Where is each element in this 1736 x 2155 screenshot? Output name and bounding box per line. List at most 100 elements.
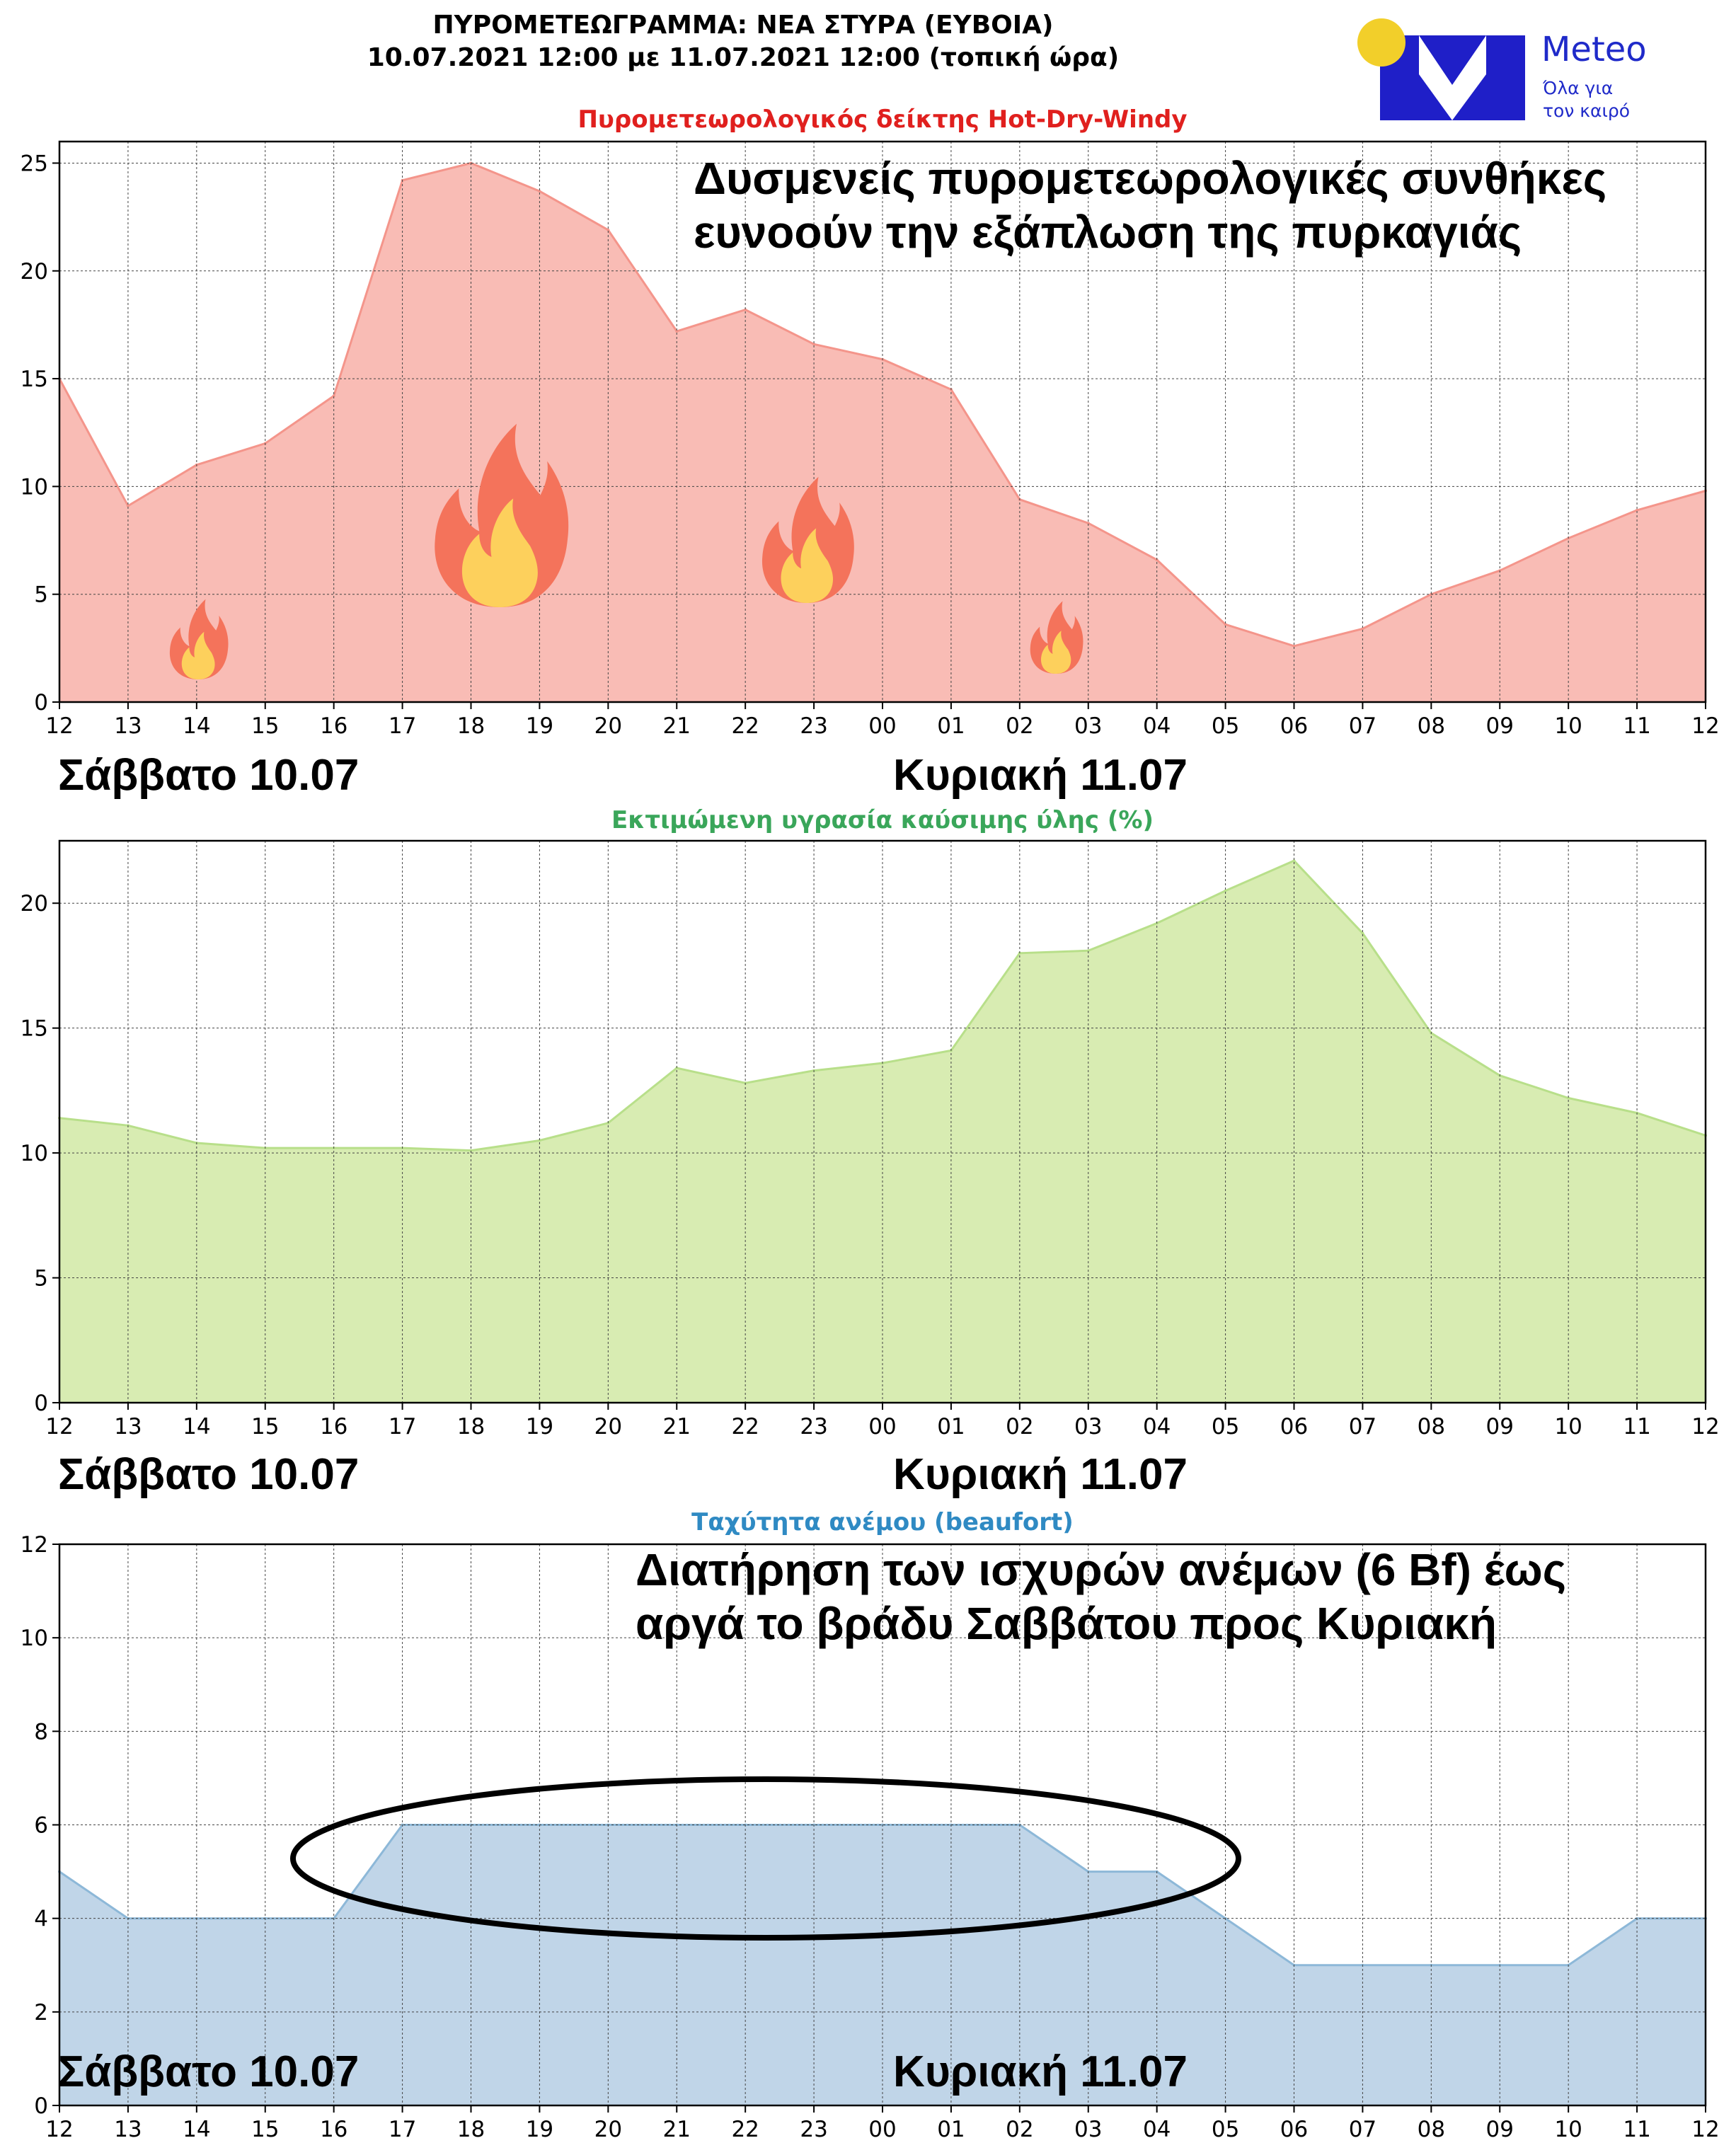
day-label-saturday: Σάββατο 10.07 bbox=[58, 2047, 359, 2096]
flame-inner bbox=[461, 498, 538, 607]
x-tick-label: 02 bbox=[1006, 713, 1033, 739]
x-tick-label: 06 bbox=[1280, 713, 1308, 739]
data-point bbox=[1292, 859, 1296, 863]
annotation-line-2: ευνοούν την εξάπλωση της πυρκαγιάς bbox=[694, 207, 1522, 258]
data-point bbox=[332, 394, 335, 398]
y-tick-label: 12 bbox=[21, 1532, 48, 1558]
data-point bbox=[675, 330, 679, 333]
x-tick-label: 20 bbox=[594, 1414, 622, 1439]
y-tick-label: 10 bbox=[21, 1626, 48, 1651]
x-tick-label: 18 bbox=[457, 713, 485, 739]
y-tick-label: 20 bbox=[21, 259, 48, 285]
fire-icon bbox=[169, 599, 229, 679]
x-tick-label: 21 bbox=[663, 1414, 691, 1439]
x-tick-label: 03 bbox=[1074, 1414, 1102, 1439]
sun-icon bbox=[1357, 18, 1406, 67]
x-tick-label: 12 bbox=[45, 1414, 73, 1439]
x-tick-label: 17 bbox=[389, 2117, 416, 2142]
x-tick-label: 07 bbox=[1349, 2117, 1376, 2142]
day-label-sunday: Κυριακή 11.07 bbox=[893, 751, 1188, 800]
y-tick-label: 0 bbox=[34, 690, 48, 716]
y-tick-label: 10 bbox=[21, 474, 48, 500]
x-tick-label: 13 bbox=[114, 2117, 142, 2142]
data-point bbox=[812, 343, 816, 346]
header-period: 10.07.2021 12:00 με 11.07.2021 12:00 (το… bbox=[367, 43, 1120, 72]
x-tick-label: 15 bbox=[251, 2117, 279, 2142]
flame-inner bbox=[781, 528, 834, 603]
x-tick-label: 11 bbox=[1623, 2117, 1650, 2142]
day-label-sunday: Κυριακή 11.07 bbox=[893, 2047, 1188, 2096]
x-tick-label: 18 bbox=[457, 1414, 485, 1439]
annotation-line-1: Δυσμενείς πυρομετεωρολογικές συνθήκες bbox=[694, 153, 1606, 204]
data-point bbox=[1361, 627, 1364, 631]
x-tick-label: 17 bbox=[389, 713, 416, 739]
y-tick-label: 4 bbox=[34, 1907, 48, 1932]
x-tick-label: 12 bbox=[1691, 2117, 1719, 2142]
x-tick-label: 03 bbox=[1074, 713, 1102, 739]
x-tick-label: 05 bbox=[1212, 1414, 1239, 1439]
x-tick-label: 10 bbox=[1554, 2117, 1582, 2142]
x-tick-label: 11 bbox=[1623, 713, 1650, 739]
x-tick-label: 06 bbox=[1280, 1414, 1308, 1439]
y-tick-label: 15 bbox=[21, 367, 48, 392]
x-tick-label: 09 bbox=[1486, 1414, 1514, 1439]
annotation-line-2: αργά το βράδυ Σαββάτου προς Κυριακή bbox=[636, 1598, 1497, 1649]
data-point bbox=[1292, 644, 1296, 648]
x-tick-label: 10 bbox=[1554, 713, 1582, 739]
x-tick-label: 22 bbox=[731, 2117, 759, 2142]
x-tick-label: 04 bbox=[1143, 2117, 1171, 2142]
data-point bbox=[1086, 949, 1090, 953]
x-tick-label: 21 bbox=[663, 2117, 691, 2142]
x-tick-label: 20 bbox=[594, 713, 622, 739]
x-tick-label: 08 bbox=[1418, 713, 1445, 739]
plot-frame bbox=[58, 140, 1707, 703]
data-point bbox=[469, 1149, 473, 1152]
x-tick-label: 00 bbox=[868, 1414, 896, 1439]
x-tick-label: 01 bbox=[937, 2117, 965, 2142]
x-tick-label: 03 bbox=[1074, 2117, 1102, 2142]
x-tick-label: 22 bbox=[731, 1414, 759, 1439]
fire-icon bbox=[761, 476, 854, 603]
x-tick-label: 00 bbox=[868, 713, 896, 739]
meteo-logo-mark bbox=[1357, 18, 1525, 120]
x-tick-label: 05 bbox=[1212, 713, 1239, 739]
x-tick-label: 02 bbox=[1006, 1414, 1033, 1439]
day-label-saturday: Σάββατο 10.07 bbox=[58, 1450, 359, 1499]
data-point bbox=[607, 228, 610, 231]
data-point bbox=[675, 1067, 679, 1070]
x-tick-label: 16 bbox=[320, 713, 347, 739]
chart-panel-3 bbox=[52, 1543, 1707, 2113]
x-tick-label: 13 bbox=[114, 713, 142, 739]
x-tick-label: 16 bbox=[320, 2117, 347, 2142]
x-tick-label: 01 bbox=[937, 713, 965, 739]
x-tick-label: 22 bbox=[731, 713, 759, 739]
y-tick-label: 5 bbox=[34, 582, 48, 608]
x-tick-label: 05 bbox=[1212, 2117, 1239, 2142]
x-tick-label: 23 bbox=[800, 1414, 827, 1439]
x-tick-label: 08 bbox=[1418, 2117, 1445, 2142]
x-tick-label: 08 bbox=[1418, 1414, 1445, 1439]
data-point bbox=[1636, 508, 1639, 512]
x-tick-label: 09 bbox=[1486, 2117, 1514, 2142]
x-tick-label: 07 bbox=[1349, 1414, 1376, 1439]
x-tick-label: 14 bbox=[183, 713, 210, 739]
x-tick-label: 04 bbox=[1143, 1414, 1171, 1439]
meteo-logo: Meteo Όλα για τον καιρό bbox=[1345, 7, 1713, 127]
data-point bbox=[538, 190, 541, 193]
annotation-line-1: Διατήρηση των ισχυρών ανέμων (6 Bf) έως bbox=[636, 1544, 1566, 1595]
data-point bbox=[744, 308, 747, 311]
x-tick-label: 19 bbox=[526, 713, 553, 739]
x-tick-label: 15 bbox=[251, 713, 279, 739]
plot-frame bbox=[58, 1543, 1707, 2107]
fire-icon bbox=[1030, 601, 1083, 674]
x-tick-label: 20 bbox=[594, 2117, 622, 2142]
y-tick-label: 5 bbox=[34, 1266, 48, 1292]
chart-title: Ταχύτητα ανέμου (beaufort) bbox=[691, 1508, 1074, 1536]
y-tick-label: 2 bbox=[34, 2000, 48, 2025]
data-point bbox=[1224, 623, 1227, 626]
x-tick-label: 14 bbox=[183, 1414, 210, 1439]
chart-title: Εκτιμώμενη υγρασία καύσιμης ύλης (%) bbox=[611, 806, 1154, 834]
x-tick-label: 06 bbox=[1280, 2117, 1308, 2142]
